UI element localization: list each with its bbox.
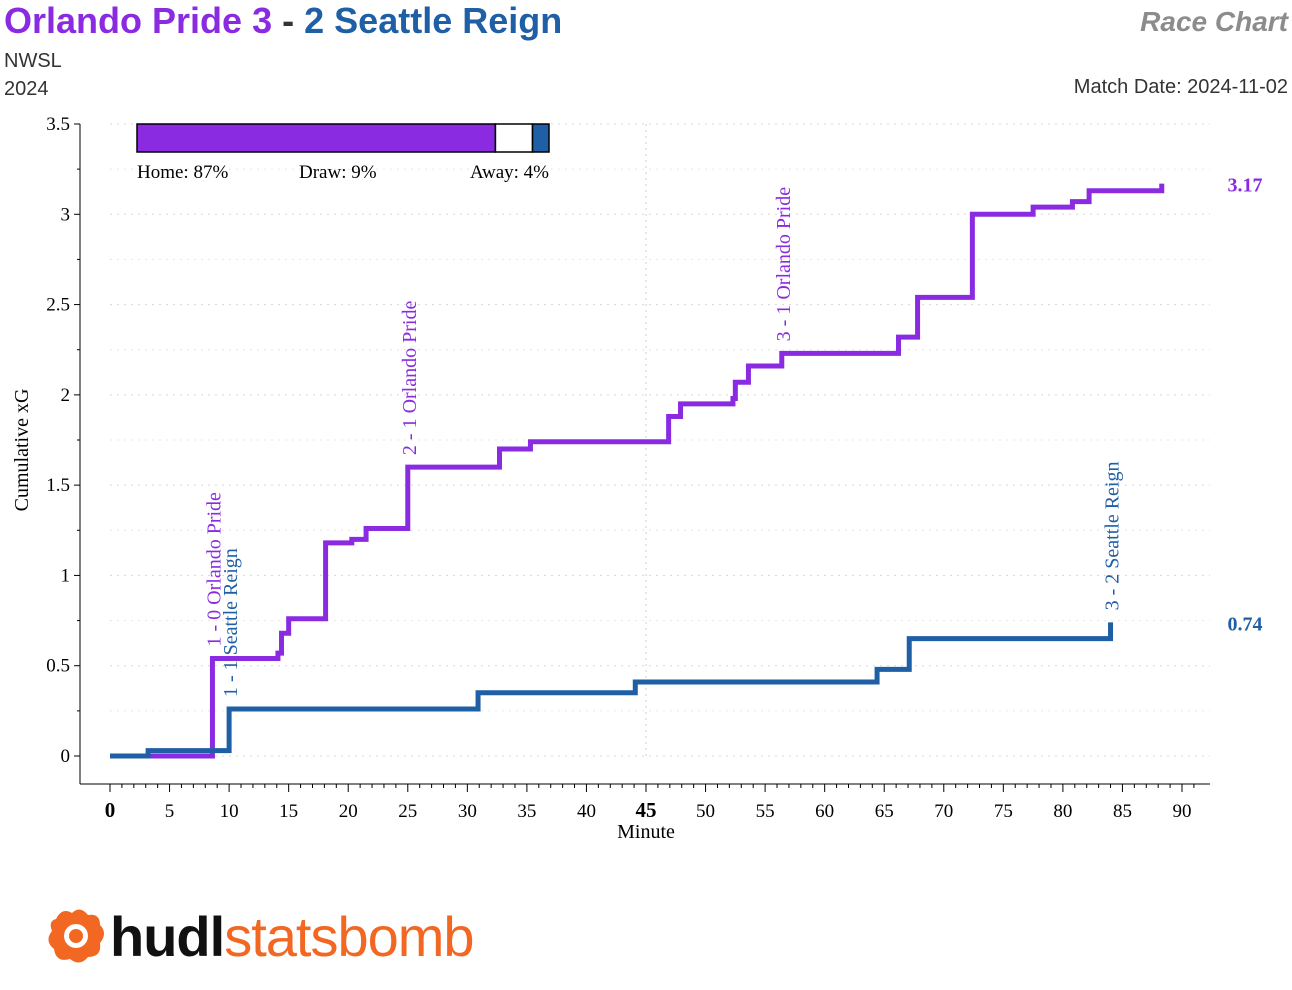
y-tick-label: 0 xyxy=(61,746,71,767)
y-tick-label: 3 xyxy=(61,204,71,225)
y-tick-label: 3.5 xyxy=(46,114,70,135)
x-tick-label: 0 xyxy=(105,798,116,822)
y-tick-label: 2.5 xyxy=(46,295,70,316)
draw-prob-bar xyxy=(494,123,534,153)
x-tick-label: 60 xyxy=(815,801,834,822)
chart-kind: Race Chart xyxy=(1140,6,1288,37)
away-final-xg-label: 0.74 xyxy=(1228,613,1263,635)
hudl-bomb-icon xyxy=(48,909,104,963)
x-tick-label: 40 xyxy=(577,801,596,822)
competition: NWSL xyxy=(4,50,62,72)
away-prob-bar xyxy=(531,123,550,153)
x-tick-label: 25 xyxy=(398,801,417,822)
y-tick-label: 0.5 xyxy=(46,656,70,677)
x-axis-label: Minute xyxy=(617,821,675,843)
goal-annotation: 3 - 1 Orlando Pride xyxy=(773,187,795,342)
x-tick-label: 80 xyxy=(1053,801,1072,822)
y-tick-label: 2 xyxy=(61,385,71,406)
x-tick-label: 70 xyxy=(934,801,953,822)
season: 2024 xyxy=(4,78,49,100)
goal-annotation: 3 - 2 Seattle Reign xyxy=(1102,462,1124,611)
x-tick-label: 85 xyxy=(1113,801,1132,822)
home-team: Orlando Pride xyxy=(4,0,243,41)
away-score: 2 xyxy=(304,0,325,41)
x-tick-label: 75 xyxy=(994,801,1013,822)
away-prob-label: Away: 4% xyxy=(470,162,549,183)
goal-annotation: 2 - 1 Orlando Pride xyxy=(399,301,421,456)
x-tick-label: 20 xyxy=(339,801,358,822)
away-team: Seattle Reign xyxy=(334,0,563,41)
x-tick-label: 65 xyxy=(875,801,894,822)
statsbomb-logo: hudlstatsbomb xyxy=(44,896,475,976)
logo-statsbomb: statsbomb xyxy=(224,904,474,968)
x-tick-label: 35 xyxy=(517,801,536,822)
home-final-xg-label: 3.17 xyxy=(1228,175,1263,197)
draw-prob-label: Draw: 9% xyxy=(299,162,377,183)
home-score: 3 xyxy=(252,0,273,41)
y-axis-label: Cumulative xG xyxy=(11,389,33,512)
x-tick-label: 10 xyxy=(220,801,239,822)
goal-annotation: 1 - 0 Orlando Pride xyxy=(203,492,225,647)
x-tick-label: 5 xyxy=(165,801,175,822)
x-tick-label: 50 xyxy=(696,801,715,822)
x-tick-label: 55 xyxy=(756,801,775,822)
match-title: Orlando Pride 3 - 2 Seattle Reign xyxy=(4,0,562,42)
home-xg-line xyxy=(110,183,1165,759)
y-tick-label: 1.5 xyxy=(46,475,70,496)
logo-hudl: hudl xyxy=(110,904,225,968)
x-tick-label: 90 xyxy=(1173,801,1192,822)
home-prob-bar xyxy=(136,123,497,153)
away-xg-line xyxy=(110,622,1114,759)
y-tick-label: 1 xyxy=(61,565,71,586)
score-separator: - xyxy=(282,0,295,41)
race-chart: 0 0.5 1 1.5 2 2.5 3 3.5 0 5 10 15 20 25 30 35 40 45 50 55 60… xyxy=(11,114,1263,843)
x-tick-label: 45 xyxy=(636,798,657,822)
x-tick-label: 30 xyxy=(458,801,477,822)
home-prob-label: Home: 87% xyxy=(137,162,228,183)
match-date: Match Date: 2024-11-02 xyxy=(1073,76,1288,98)
goal-annotation: 1 - 1 Seattle Reign xyxy=(220,548,242,697)
x-tick-label: 15 xyxy=(279,801,298,822)
